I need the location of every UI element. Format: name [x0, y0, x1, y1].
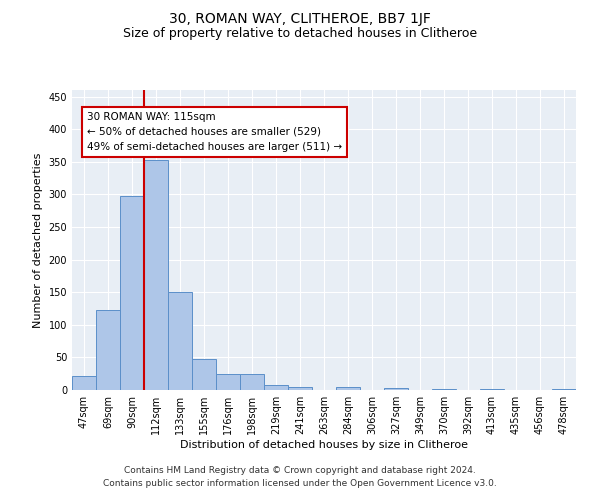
Bar — [72, 376, 96, 390]
Text: 30, ROMAN WAY, CLITHEROE, BB7 1JF: 30, ROMAN WAY, CLITHEROE, BB7 1JF — [169, 12, 431, 26]
Bar — [216, 374, 240, 390]
Bar — [144, 160, 168, 390]
Bar — [192, 358, 216, 390]
Bar — [120, 196, 144, 390]
Bar — [384, 388, 408, 390]
Bar — [336, 388, 360, 390]
Bar — [264, 386, 288, 390]
Bar — [96, 310, 120, 390]
Bar — [168, 292, 192, 390]
Bar — [240, 374, 264, 390]
Bar — [432, 388, 456, 390]
Text: 30 ROMAN WAY: 115sqm
← 50% of detached houses are smaller (529)
49% of semi-deta: 30 ROMAN WAY: 115sqm ← 50% of detached h… — [87, 112, 342, 152]
Y-axis label: Number of detached properties: Number of detached properties — [33, 152, 43, 328]
Text: Size of property relative to detached houses in Clitheroe: Size of property relative to detached ho… — [123, 28, 477, 40]
Text: Contains HM Land Registry data © Crown copyright and database right 2024.
Contai: Contains HM Land Registry data © Crown c… — [103, 466, 497, 487]
X-axis label: Distribution of detached houses by size in Clitheroe: Distribution of detached houses by size … — [180, 440, 468, 450]
Bar — [288, 388, 312, 390]
